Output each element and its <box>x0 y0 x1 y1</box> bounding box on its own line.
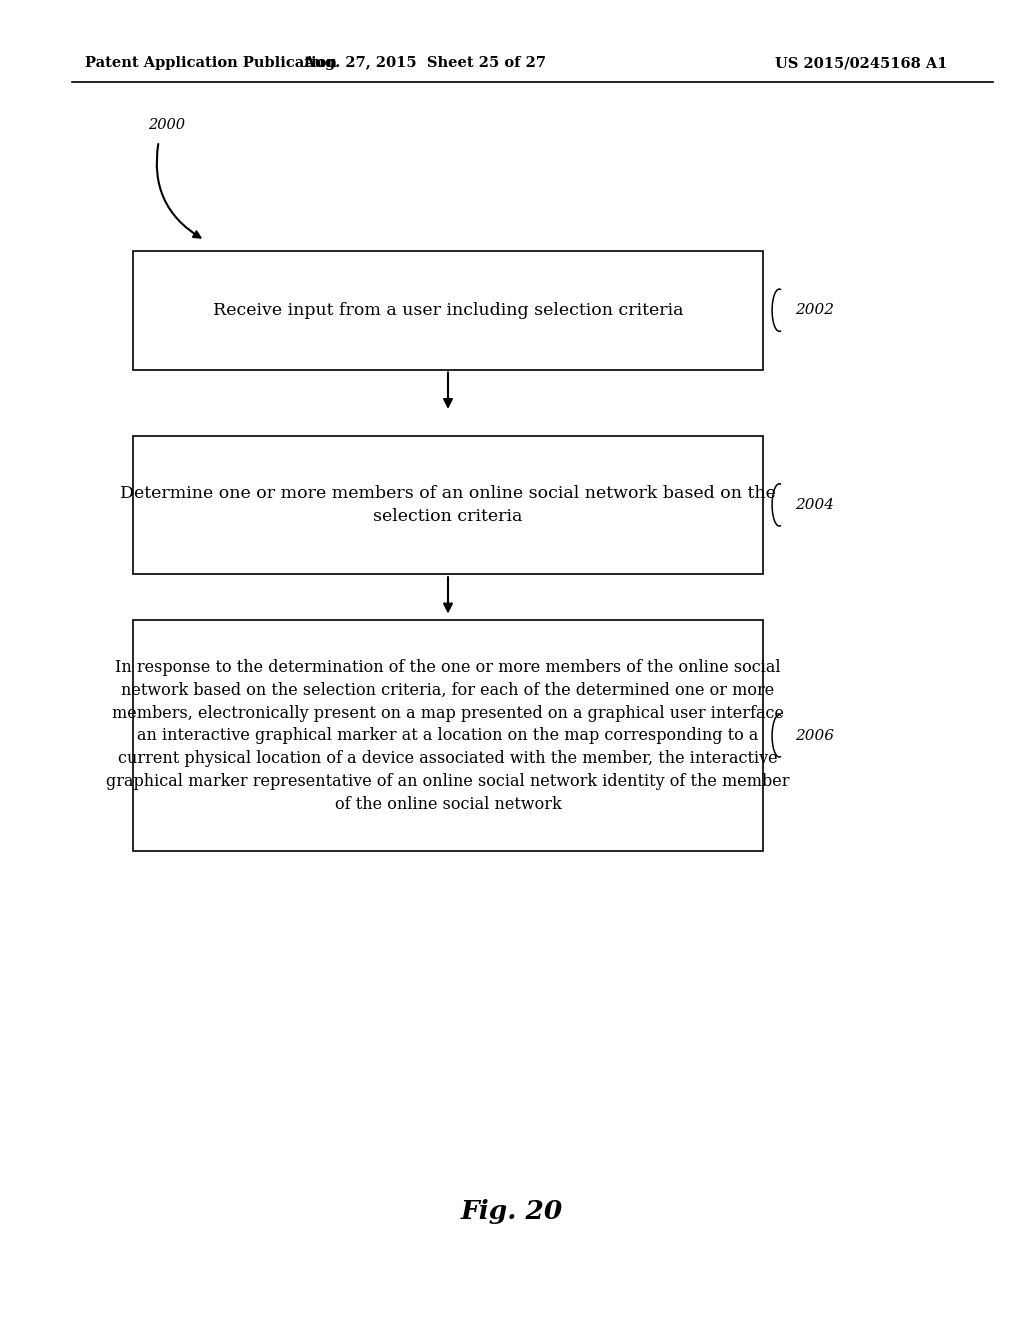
Text: Receive input from a user including selection criteria: Receive input from a user including sele… <box>213 302 683 318</box>
Text: In response to the determination of the one or more members of the online social: In response to the determination of the … <box>106 659 790 813</box>
Text: Determine one or more members of an online social network based on the
selection: Determine one or more members of an onli… <box>120 484 776 525</box>
Text: Patent Application Publication: Patent Application Publication <box>85 57 337 70</box>
Text: Fig. 20: Fig. 20 <box>461 1200 563 1224</box>
FancyBboxPatch shape <box>133 436 763 574</box>
FancyBboxPatch shape <box>133 251 763 370</box>
Text: 2000: 2000 <box>148 119 185 132</box>
Text: Aug. 27, 2015  Sheet 25 of 27: Aug. 27, 2015 Sheet 25 of 27 <box>303 57 547 70</box>
FancyBboxPatch shape <box>133 620 763 851</box>
Text: 2006: 2006 <box>795 729 834 743</box>
Text: 2004: 2004 <box>795 498 834 512</box>
Text: 2002: 2002 <box>795 304 834 317</box>
Text: US 2015/0245168 A1: US 2015/0245168 A1 <box>775 57 947 70</box>
